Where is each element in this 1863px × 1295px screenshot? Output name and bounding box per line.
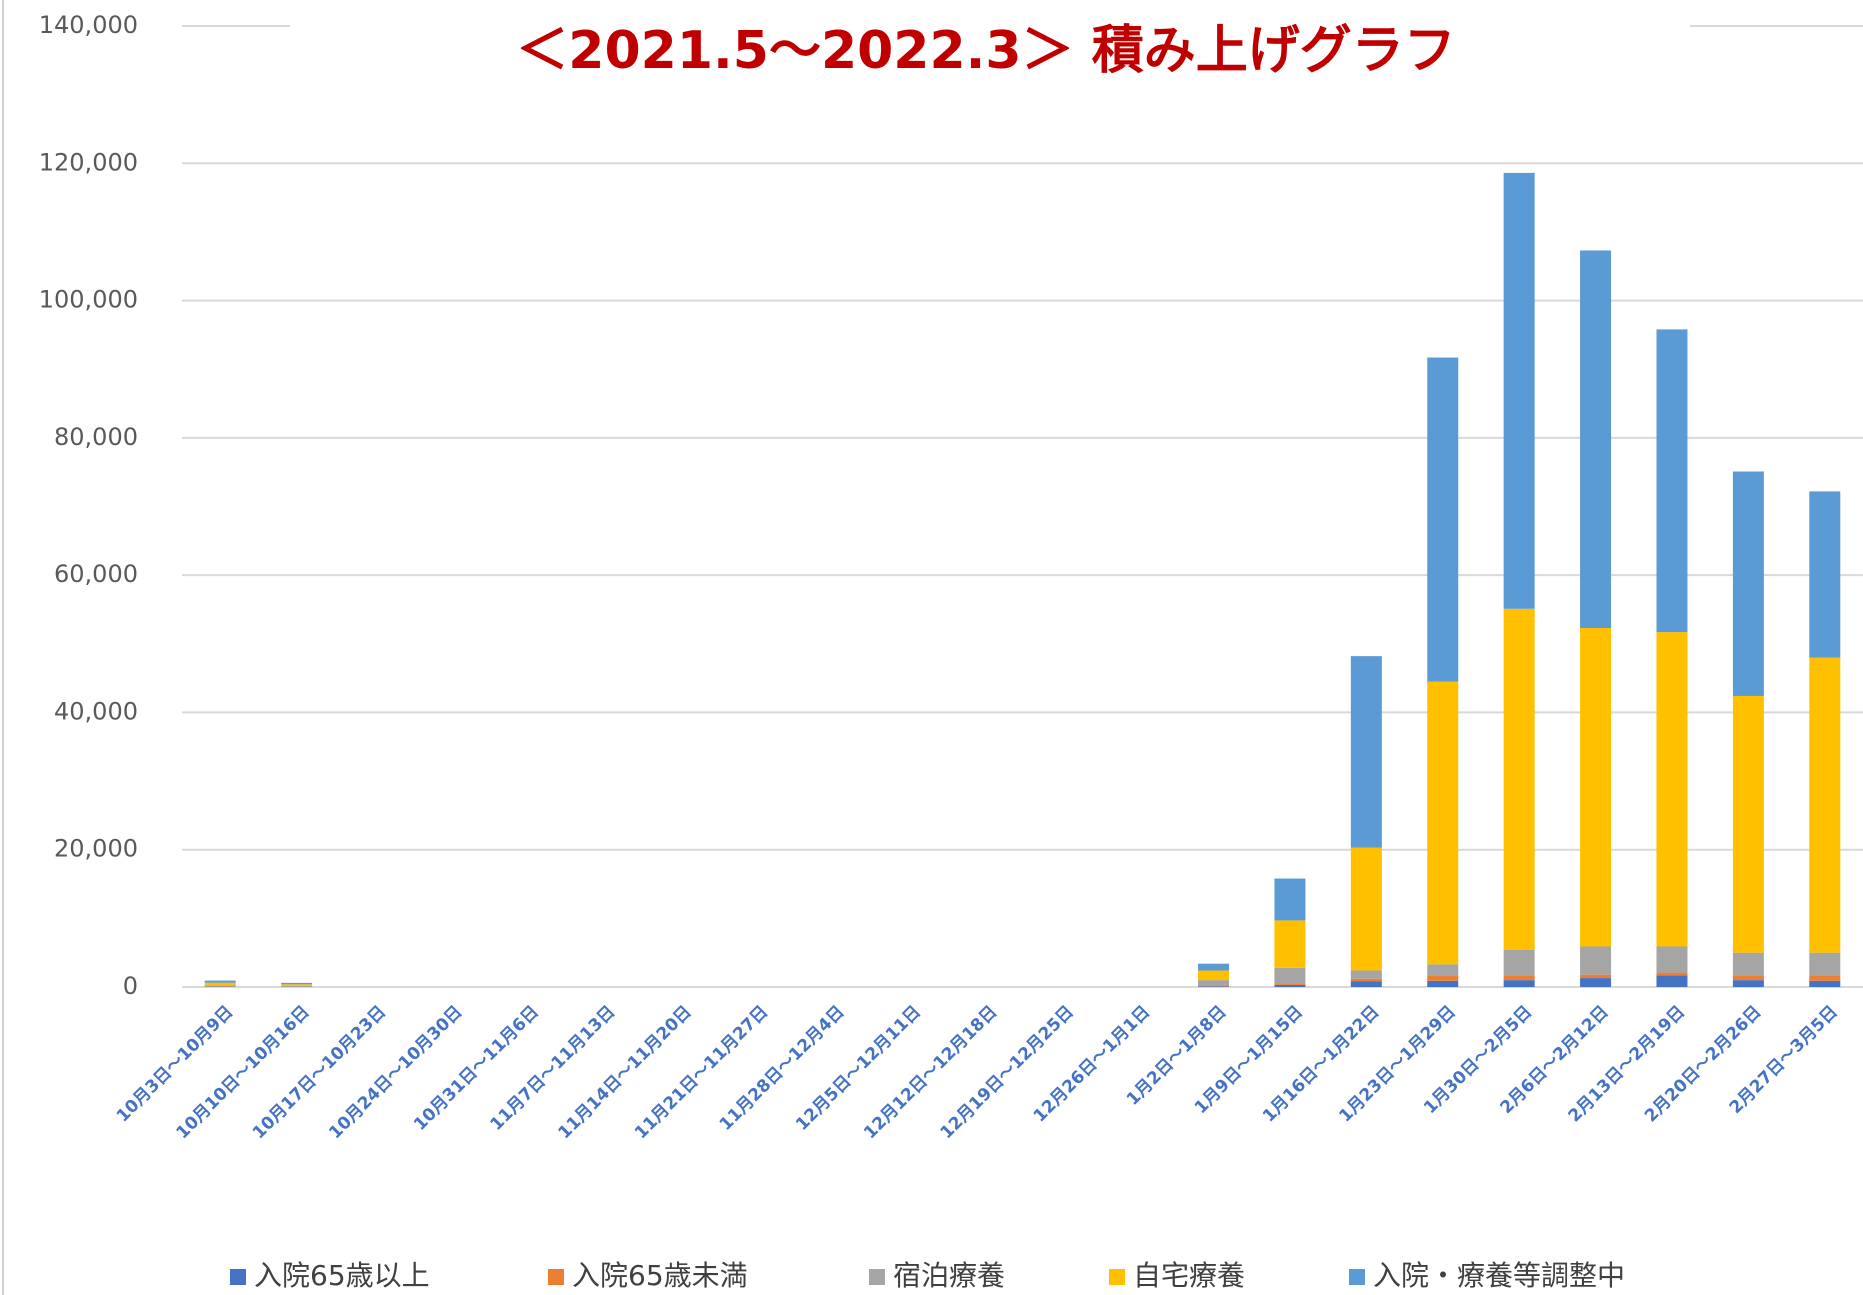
- legend-label: 自宅療養: [1133, 1259, 1245, 1292]
- bar-segment: [1350, 981, 1382, 987]
- x-tick-label: 12月5日～12月11日: [792, 1002, 925, 1135]
- bar-segment: [1580, 974, 1612, 979]
- x-tick-label: 10月17日～10月23日: [249, 1002, 390, 1143]
- bar-segment: [1503, 608, 1535, 950]
- x-tick-label: 10月10日～10月16日: [173, 1002, 314, 1143]
- legend-swatch: [1349, 1269, 1365, 1285]
- bar-segment: [1274, 967, 1306, 984]
- bar-segment: [1809, 657, 1841, 953]
- bar-segment: [204, 982, 236, 986]
- legend-swatch: [869, 1269, 885, 1285]
- bar-segment: [1198, 963, 1230, 971]
- bar-segment: [1350, 656, 1382, 848]
- x-tick-label: 10月31日～11月6日: [410, 1002, 543, 1135]
- bar-segment: [1350, 970, 1382, 979]
- bar-segment: [1809, 952, 1841, 976]
- bar-segment: [1656, 946, 1688, 973]
- y-tick-label: 20,000: [54, 835, 138, 863]
- legend-label: 入院・療養等調整中: [1373, 1259, 1625, 1292]
- title-background: [290, 0, 1690, 90]
- bar-segment: [1503, 975, 1535, 981]
- x-tick-label: 10月24日～10月30日: [325, 1002, 466, 1143]
- bar-segment: [1503, 949, 1535, 976]
- bar-segment: [204, 980, 236, 983]
- bar-segment: [281, 984, 313, 986]
- bar-segment: [1198, 980, 1230, 986]
- y-tick-label: 100,000: [39, 286, 138, 314]
- bar-segment: [1656, 975, 1688, 987]
- bar-segment: [1809, 491, 1841, 658]
- bar-segment: [1809, 980, 1841, 987]
- bar-segment: [1732, 952, 1764, 976]
- bar-segment: [281, 985, 313, 987]
- x-tick-label: 11月7日～11月13日: [487, 1002, 620, 1135]
- bar-segment: [1580, 250, 1612, 628]
- bar-segment: [1198, 986, 1230, 987]
- x-tick-label: 12月12日～12月18日: [860, 1002, 1001, 1143]
- bar-segment: [1503, 980, 1535, 987]
- bar-segment: [281, 982, 313, 985]
- bar-segment: [1580, 978, 1612, 987]
- y-tick-label: 80,000: [54, 423, 138, 451]
- bar-segment: [1427, 357, 1459, 682]
- bar-segment: [1809, 975, 1841, 981]
- bar-segment: [1198, 970, 1230, 981]
- x-tick-label: 11月14日～11月20日: [555, 1002, 696, 1143]
- legend-label: 入院65歳未満: [572, 1259, 748, 1292]
- bar-segment: [1427, 681, 1459, 965]
- bar-segment: [1732, 695, 1764, 953]
- bar-segment: [1580, 627, 1612, 947]
- bar-segment: [1580, 946, 1612, 975]
- y-tick-label: 120,000: [39, 148, 138, 176]
- bar-segment: [1427, 964, 1459, 977]
- legend-swatch: [548, 1269, 564, 1285]
- legend-label: 宿泊療養: [893, 1259, 1005, 1292]
- y-tick-label: 60,000: [54, 560, 138, 588]
- x-tick-label: 11月21日～11月27日: [631, 1002, 772, 1143]
- y-tick-label: 140,000: [39, 11, 138, 39]
- bar-segment: [1503, 172, 1535, 609]
- bar-segment: [1274, 878, 1306, 921]
- bar-segment: [1274, 920, 1306, 968]
- x-tick-label: 12月19日～12月25日: [937, 1002, 1078, 1143]
- y-tick-label: 40,000: [54, 697, 138, 725]
- bar-segment: [1732, 471, 1764, 696]
- legend-swatch: [230, 1269, 246, 1285]
- bar-segment: [1732, 975, 1764, 981]
- x-tick-label: 11月28日～12月4日: [716, 1002, 849, 1135]
- bar-segment: [1350, 978, 1382, 982]
- legend-swatch: [1109, 1269, 1125, 1285]
- bar-segment: [1427, 980, 1459, 987]
- bar-segment: [1427, 976, 1459, 981]
- bar-segment: [1732, 980, 1764, 987]
- chart-title: ＜2021.5～2022.3＞ 積み上げグラフ: [516, 21, 1455, 81]
- bar-segment: [1274, 983, 1306, 985]
- y-tick-label: 0: [123, 972, 138, 1000]
- bar-segment: [1350, 847, 1382, 971]
- bar-segment: [1656, 972, 1688, 976]
- bar-segment: [1274, 984, 1306, 987]
- bar-segment: [1656, 632, 1688, 947]
- bar-segment: [204, 985, 236, 987]
- bar-segment: [1656, 329, 1688, 633]
- legend-label: 入院65歳以上: [254, 1259, 430, 1292]
